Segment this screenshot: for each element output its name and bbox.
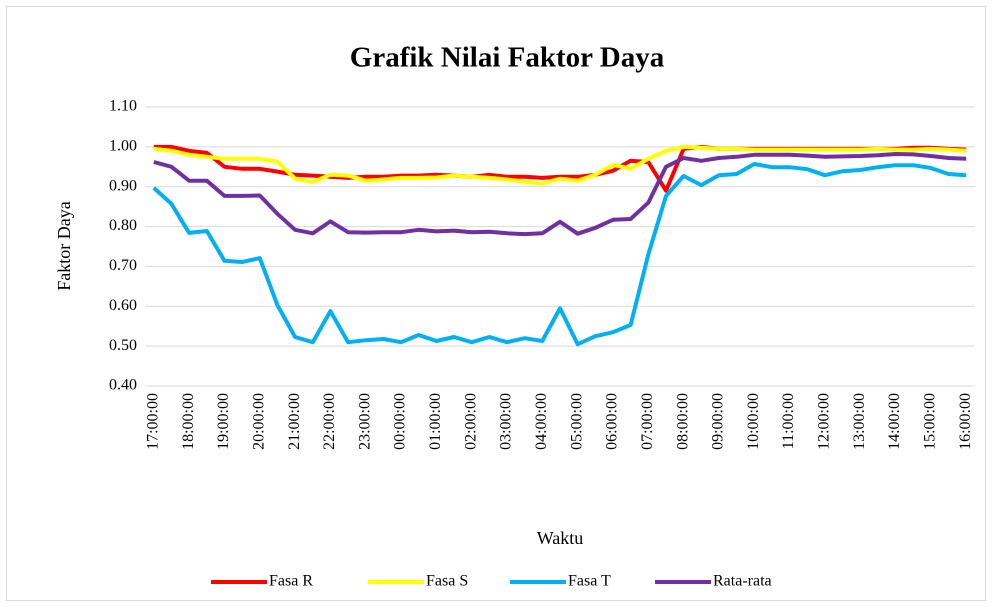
x-tick-label: 10:00:00 (745, 393, 762, 450)
x-tick-label: 20:00:00 (250, 393, 267, 450)
x-tick-label: 05:00:00 (568, 393, 585, 450)
x-tick-label: 01:00:00 (427, 393, 444, 450)
y-tick-label: 0.70 (109, 257, 137, 274)
x-tick-label: 21:00:00 (286, 393, 303, 450)
x-tick-label: 23:00:00 (356, 393, 373, 450)
legend-label: Fasa S (426, 573, 468, 590)
legend-label: Fasa T (568, 573, 611, 590)
x-tick-label: 19:00:00 (215, 393, 232, 450)
x-tick-label: 13:00:00 (851, 393, 868, 450)
x-tick-label: 09:00:00 (710, 393, 727, 450)
x-tick-label: 11:00:00 (780, 393, 797, 449)
x-tick-label: 22:00:00 (321, 393, 338, 450)
x-tick-label: 02:00:00 (462, 393, 479, 450)
x-tick-label: 06:00:00 (604, 393, 621, 450)
line-series (153, 144, 967, 186)
x-tick-label: 16:00:00 (957, 393, 974, 450)
y-tick-label: 0.90 (109, 177, 137, 194)
y-tick-label: 0.80 (109, 217, 137, 234)
x-tick-label: 12:00:00 (816, 393, 833, 450)
chart-title: Grafik Nilai Faktor Daya (350, 42, 665, 74)
line-series (153, 152, 967, 237)
x-tick-label: 03:00:00 (498, 393, 515, 450)
x-tick-label: 08:00:00 (674, 393, 691, 450)
x-tick-label: 04:00:00 (533, 393, 550, 450)
legend-label: Rata-rata (713, 573, 772, 590)
legend-label: Fasa R (269, 573, 313, 590)
x-tick-label: 14:00:00 (886, 393, 903, 450)
y-tick-label: 1.00 (109, 138, 137, 155)
x-tick-label: 07:00:00 (639, 393, 656, 450)
y-tick-label: 1.10 (109, 98, 137, 115)
x-tick-label: 00:00:00 (392, 393, 409, 450)
y-tick-label: 0.60 (109, 297, 137, 314)
y-tick-label: 0.50 (109, 337, 137, 354)
y-tick-label: 0.40 (109, 377, 137, 394)
x-tick-label: 15:00:00 (922, 393, 939, 450)
x-axis-label: Waktu (537, 528, 584, 548)
chart-border (6, 6, 986, 601)
x-tick-label: 17:00:00 (145, 393, 162, 450)
line-series (152, 162, 967, 347)
x-tick-label: 18:00:00 (180, 393, 197, 450)
y-axis-label: Faktor Daya (54, 201, 74, 290)
